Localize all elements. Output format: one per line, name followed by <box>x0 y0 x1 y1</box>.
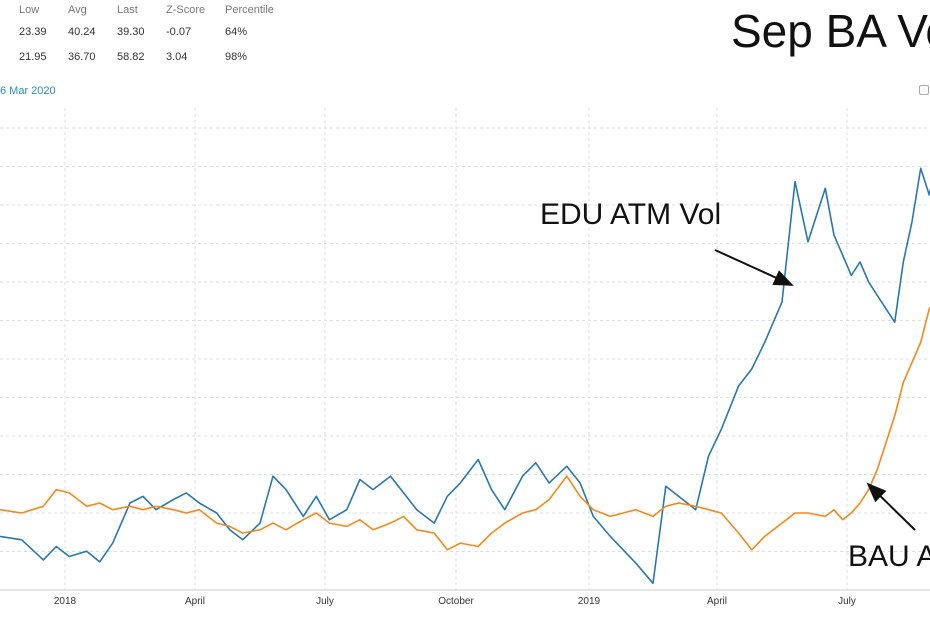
x-tick-label: April <box>707 596 727 607</box>
stats-header-low: Low <box>19 4 40 16</box>
stats-low: 21.95 <box>19 51 47 63</box>
chart-title: Sep BA Vo <box>731 5 930 57</box>
stats-last: 39.30 <box>117 26 145 38</box>
stats-percentile: 98% <box>225 51 248 63</box>
stats-header-percentile: Percentile <box>225 4 274 16</box>
stats-header-zscore: Z-Score <box>166 4 206 16</box>
stats-avg: 36.70 <box>68 51 96 63</box>
x-tick-label: July <box>838 596 856 607</box>
bau-annotation-label: BAU A <box>848 540 930 573</box>
stats-header-avg: Avg <box>68 4 87 16</box>
bau-annotation-arrow <box>866 482 916 531</box>
edu-annotation-label: EDU ATM Vol <box>540 198 722 231</box>
date-range-link[interactable]: 6 Mar 2020 <box>0 85 56 97</box>
x-tick-label: October <box>438 596 474 607</box>
stats-zscore: -0.07 <box>166 26 192 38</box>
series-line-edu <box>0 167 930 585</box>
edu-annotation-arrow <box>714 249 794 286</box>
stats-low: 23.39 <box>19 26 47 38</box>
stats-header-last: Last <box>117 4 138 16</box>
x-tick-label: 2019 <box>578 596 601 607</box>
series-line-bau <box>0 306 930 551</box>
x-tick-label: July <box>316 596 334 607</box>
x-tick-label: April <box>185 596 205 607</box>
x-tick-label: 2018 <box>54 596 77 607</box>
stats-avg: 40.24 <box>68 26 96 38</box>
stats-zscore: 3.04 <box>166 51 188 63</box>
stats-percentile: 64% <box>225 26 248 38</box>
series-toggle-checkbox[interactable] <box>919 85 929 95</box>
stats-last: 58.82 <box>117 51 145 63</box>
